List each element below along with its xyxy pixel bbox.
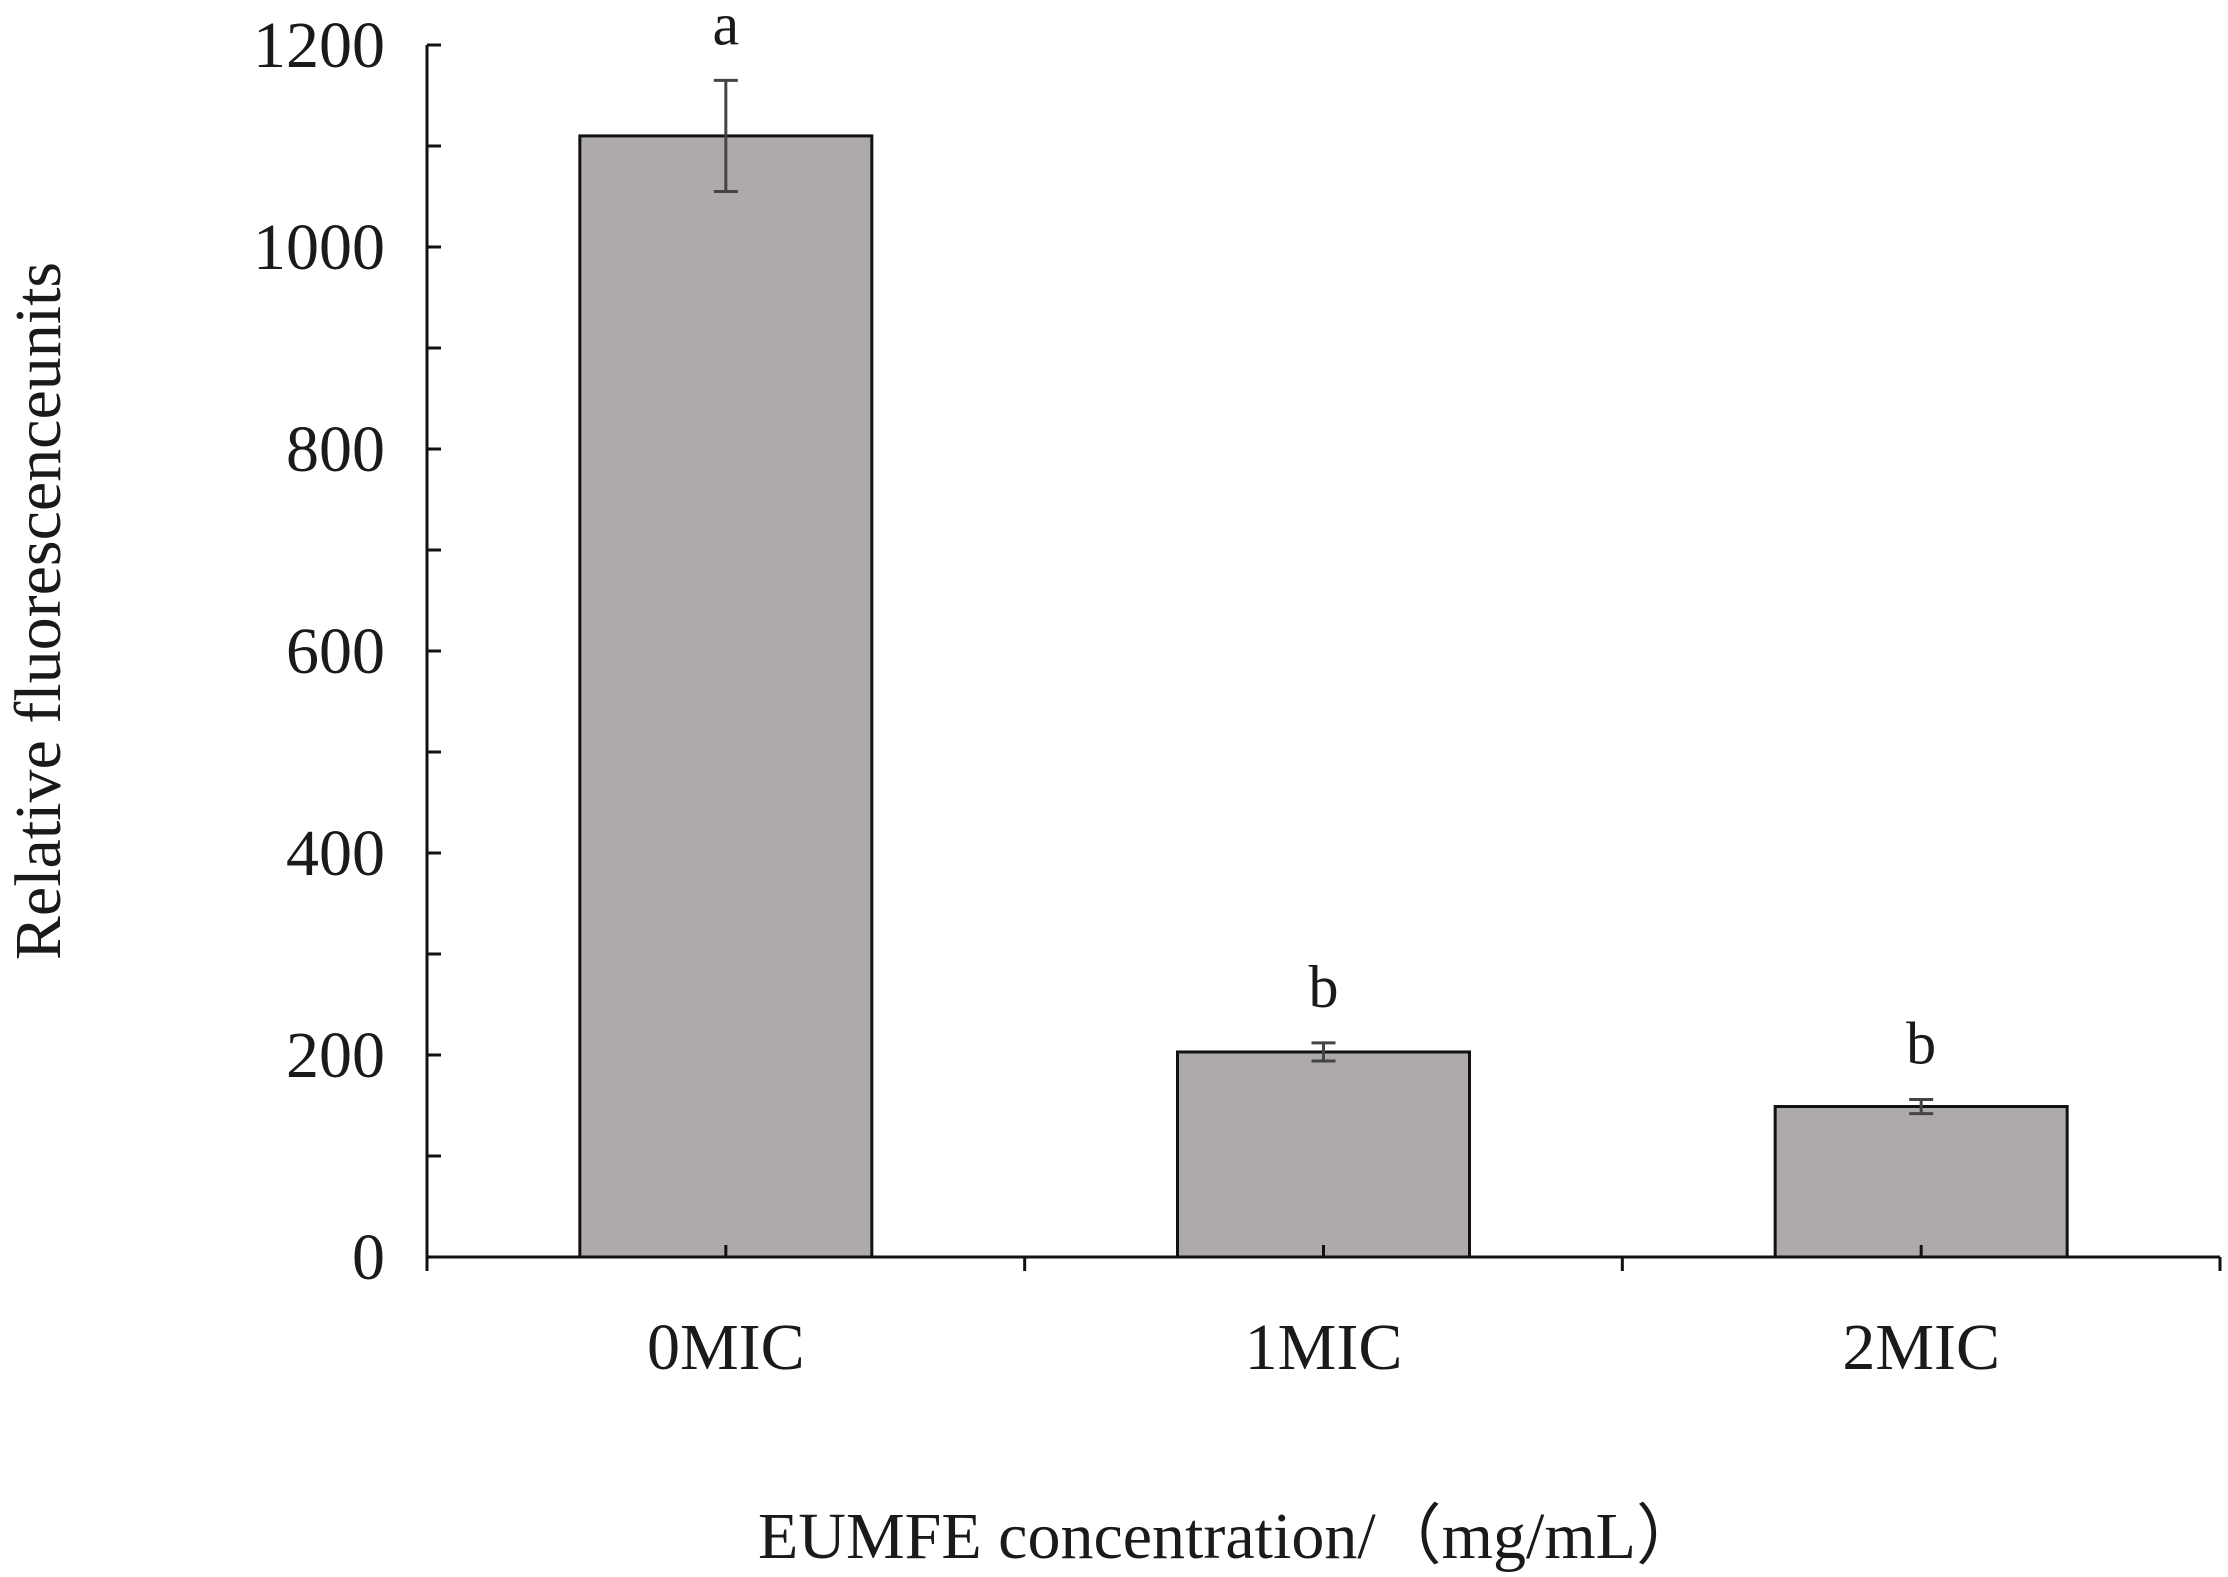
significance-label: b [1309, 954, 1339, 1020]
x-axis-title: EUMFE concentration/（mg/mL） [758, 1500, 1702, 1573]
y-tick-label: 1200 [253, 9, 385, 82]
y-tick-label: 400 [286, 817, 385, 890]
y-axis-ticks [427, 43, 441, 1259]
bar-0MIC [578, 134, 874, 1259]
y-tick-label: 0 [352, 1221, 385, 1294]
x-tick-label: 0MIC [647, 1311, 805, 1384]
y-tick-label: 600 [286, 615, 385, 688]
labels: 0 200 400 600 800 1000 1200 a 0MIC b 1MIC b 2MIC [253, 0, 2000, 1384]
bar-1MIC [1176, 1050, 1471, 1259]
significance-label: a [713, 0, 740, 57]
y-tick-label: 200 [286, 1019, 385, 1092]
bar-2MIC [1773, 1105, 2069, 1259]
axes [425, 45, 2222, 1271]
y-tick-label: 1000 [253, 211, 385, 284]
x-tick-label: 1MIC [1245, 1311, 1403, 1384]
y-axis-title: Relative fluorescenceunits [2, 262, 75, 960]
significance-label: b [1906, 1010, 1936, 1076]
bars [578, 134, 2069, 1259]
error-bars [713, 78, 1934, 1116]
x-tick-label: 2MIC [1842, 1311, 2000, 1384]
y-tick-label: 800 [286, 413, 385, 486]
